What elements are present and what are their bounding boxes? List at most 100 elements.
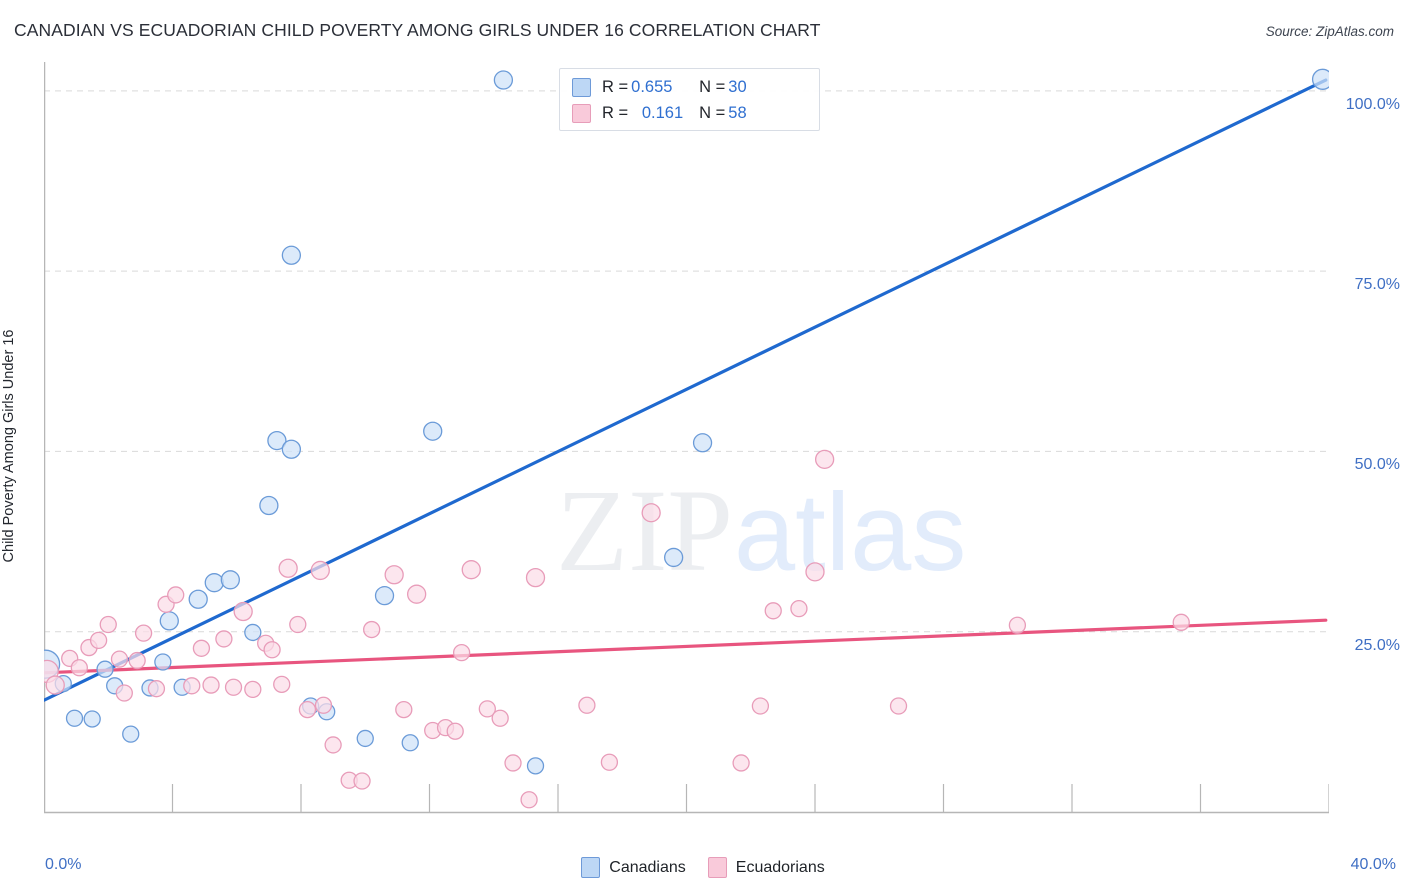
data-point[interactable] [147,680,166,698]
data-point[interactable] [641,503,661,523]
data-point[interactable] [446,722,464,740]
pink-r-label: R = [602,103,629,122]
data-point[interactable] [764,602,782,620]
data-point[interactable] [281,439,302,459]
data-point[interactable] [664,547,684,568]
data-point[interactable] [134,624,153,642]
data-point[interactable] [188,589,208,609]
data-point[interactable] [491,709,509,727]
data-point[interactable] [273,675,291,694]
data-point[interactable] [356,729,374,748]
data-point[interactable] [244,623,262,642]
data-point[interactable] [267,430,287,451]
data-point[interactable] [99,615,117,634]
y-axis-tick-label: 75.0% [1354,276,1400,294]
data-point[interactable] [202,676,220,694]
data-point[interactable] [83,710,101,728]
data-point[interactable] [183,677,201,695]
plot-area: ZIP atlas [44,62,1329,825]
pink-r-value: 0.161 [641,103,684,122]
data-point[interactable] [110,650,129,668]
source-attribution: Source: ZipAtlas.com [1265,24,1394,39]
data-point[interactable] [281,245,302,265]
data-point[interactable] [401,734,419,752]
correlation-stats-legend: R = 0.655 N = 30 R = 0.161 N = 58 [559,68,820,131]
data-point[interactable] [1311,68,1329,90]
page-title: CANADIAN VS ECUADORIAN CHILD POVERTY AMO… [14,20,821,40]
data-point[interactable] [452,643,471,662]
blue-n-label: N = [699,77,726,96]
trend-line-canadians [44,78,1328,702]
data-point[interactable] [461,560,481,580]
trend-line-ecuadorians [44,618,1328,675]
data-point[interactable] [289,615,307,634]
data-point[interactable] [263,641,281,659]
data-point[interactable] [298,700,317,719]
data-point[interactable] [406,584,427,604]
blue-n-value: 30 [728,77,747,96]
legend-label-canadians: Canadians [609,858,686,876]
data-point[interactable] [363,620,381,639]
data-point[interactable] [525,567,546,588]
data-point[interactable] [215,630,233,648]
data-point[interactable] [692,433,713,453]
data-point[interactable] [244,680,262,699]
data-point[interactable] [751,697,770,715]
data-point[interactable] [278,558,298,578]
data-point[interactable] [115,684,133,702]
pink-n-value: 58 [728,103,747,122]
data-point[interactable] [96,660,114,678]
data-point[interactable] [192,639,211,657]
legend-swatch-ecuadorians-icon [707,857,727,878]
svg-text:ZIP: ZIP [556,465,733,596]
data-point[interactable] [314,696,333,714]
legend-item-canadians[interactable]: Canadians [581,857,686,878]
svg-text:atlas: atlas [734,471,966,594]
data-point[interactable] [790,599,808,618]
data-point[interactable] [578,696,596,714]
data-point[interactable] [600,753,619,771]
data-point[interactable] [259,495,279,516]
data-point[interactable] [732,754,750,772]
data-point[interactable] [353,772,371,790]
legend-item-ecuadorians[interactable]: Ecuadorians [707,857,825,878]
data-point[interactable] [45,675,65,695]
scatter-plot-svg: ZIP atlas [44,62,1329,814]
data-point[interactable] [310,560,330,581]
data-point[interactable] [128,651,146,670]
stats-row-ecuadorians: R = 0.161 N = 58 [572,100,809,126]
data-point[interactable] [324,736,342,754]
data-point[interactable] [526,757,545,775]
data-point[interactable] [889,697,908,715]
data-point[interactable] [220,570,240,590]
data-point[interactable] [1172,613,1190,631]
y-axis-tick-label: 100.0% [1345,95,1400,113]
data-point[interactable] [395,700,413,719]
data-point[interactable] [65,709,84,727]
data-point[interactable] [478,700,496,718]
watermark: ZIP atlas [556,465,966,596]
data-point[interactable] [224,678,243,696]
data-point[interactable] [384,565,404,585]
data-point[interactable] [493,70,514,90]
x-axis-tick-label: 0.0% [45,856,82,873]
data-point[interactable] [167,586,185,604]
data-point[interactable] [805,562,825,582]
data-point[interactable] [204,573,224,593]
data-point[interactable] [233,601,253,622]
data-point[interactable] [122,725,140,743]
data-point[interactable] [1008,616,1027,634]
data-point[interactable] [423,421,443,441]
swatch-ecuadorians-icon [572,103,591,123]
data-point[interactable] [504,754,522,772]
x-axis-tick-label: 40.0% [1350,856,1396,873]
data-point[interactable] [374,586,395,606]
legend-swatch-canadians-icon [581,857,601,878]
blue-r-label: R = [602,77,629,96]
data-point[interactable] [89,631,108,650]
data-point[interactable] [159,611,179,631]
data-point[interactable] [154,653,172,671]
data-point[interactable] [520,791,538,809]
data-point[interactable] [70,659,88,677]
data-point[interactable] [814,449,835,470]
